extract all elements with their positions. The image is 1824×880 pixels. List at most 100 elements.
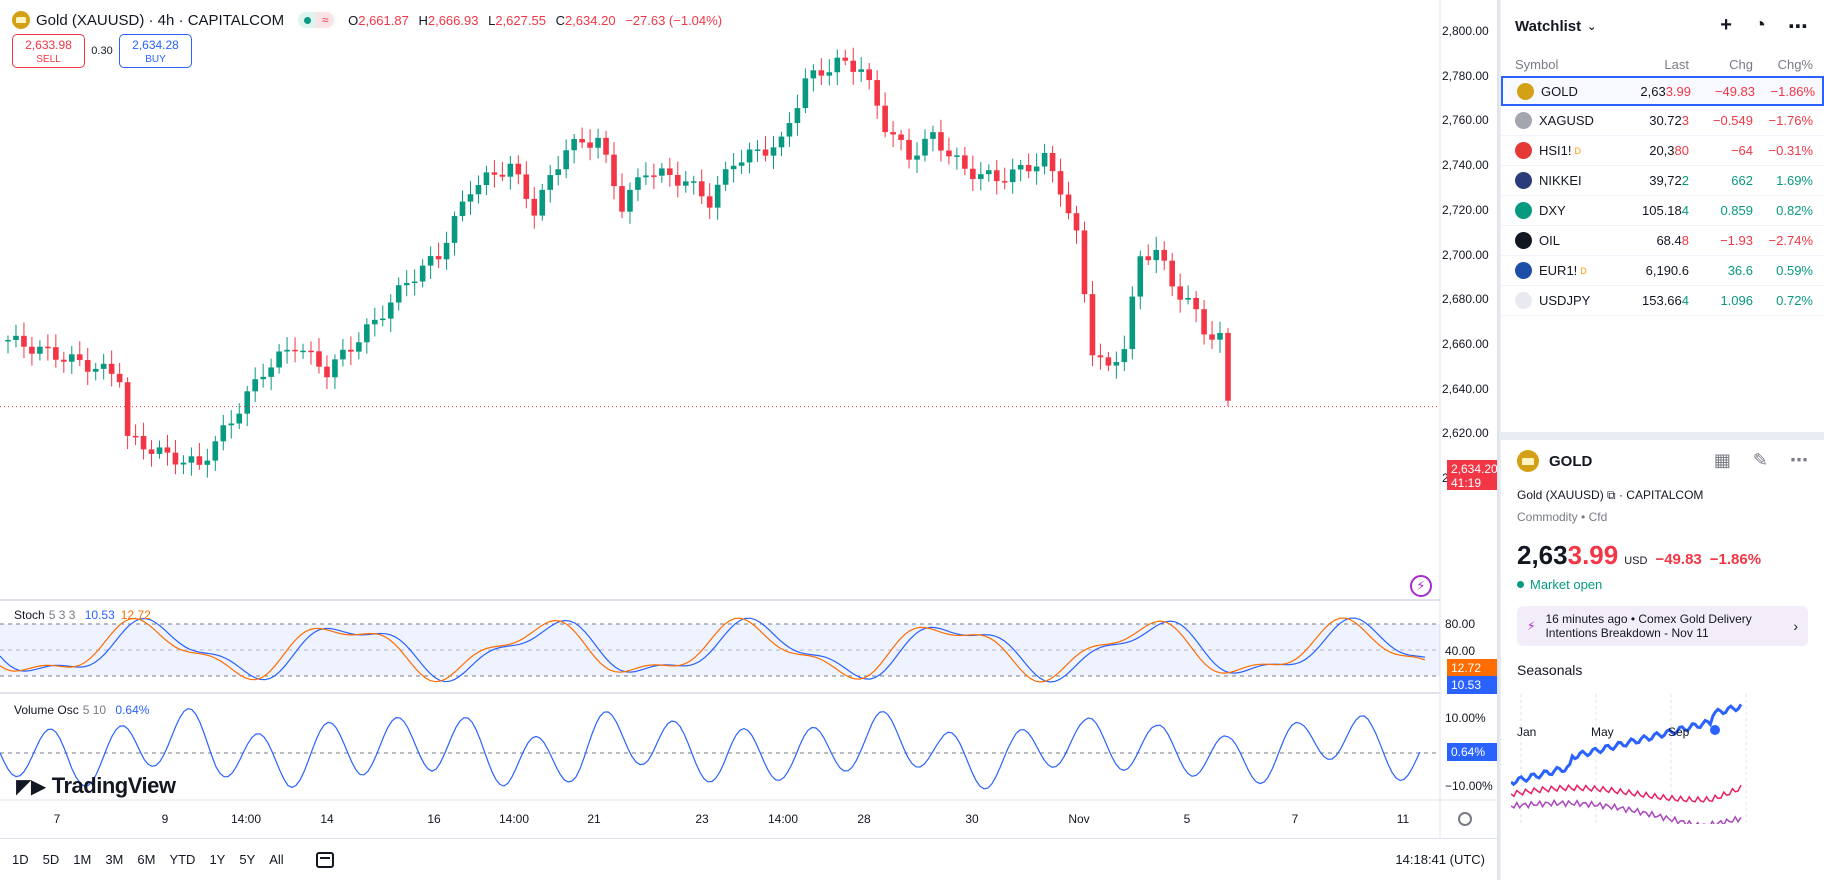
candle-body [746, 149, 753, 163]
clock[interactable]: 14:18:41 (UTC) [1395, 852, 1485, 867]
news-item[interactable]: ⚡ 16 minutes ago • Comex Gold Delivery I… [1517, 606, 1808, 646]
candle-body [985, 170, 992, 175]
gold-icon [1517, 450, 1539, 472]
candle-body [364, 324, 370, 343]
range-1y[interactable]: 1Y [209, 852, 226, 867]
advanced-view-icon[interactable]: ◔ [1753, 14, 1766, 36]
watchlist-row-gold[interactable]: GOLD 2,633.99 −49.83 −1.86% [1501, 76, 1824, 106]
symbol-title[interactable]: Gold (XAUUSD) · 4h · CAPITALCOM [36, 11, 285, 29]
candle-body [1129, 296, 1136, 350]
candle-body [324, 366, 330, 378]
watchlist-row-oil[interactable]: OIL 68.48 −1.93 −2.74% [1501, 226, 1824, 256]
candle-body [204, 460, 211, 465]
buy-button[interactable]: 2,634.28 BUY [119, 34, 192, 68]
candle-body [491, 172, 498, 175]
season-line-2024 [1511, 703, 1743, 787]
external-link-icon[interactable]: ⧉ [1607, 488, 1616, 502]
candle-body [53, 347, 59, 360]
more-icon[interactable]: ⋯ [1790, 450, 1808, 470]
candle-body [212, 441, 219, 461]
symbol-icon [1515, 172, 1532, 189]
watchlist-row-usdjpy[interactable]: USDJPY 153.664 1.096 0.72% [1501, 286, 1824, 316]
delay-icon[interactable]: ≈ [316, 12, 335, 28]
symbol-icon [1515, 202, 1532, 219]
seasonals-title[interactable]: Seasonals [1517, 662, 1583, 678]
col-chg[interactable]: Chg [1729, 56, 1753, 72]
watchlist-row-dxy[interactable]: DXY 105.184 0.859 0.82% [1501, 196, 1824, 226]
seasonals-chart[interactable] [1511, 694, 1811, 824]
right-panel: Watchlist ⌄ + ◔ ⋯ Symbol Last Chg Chg% G… [1501, 0, 1824, 880]
chart-canvas[interactable] [0, 0, 1497, 838]
candle-body [1001, 181, 1008, 183]
range-6m[interactable]: 6M [137, 852, 156, 867]
ohlc-values: O2,661.87 H2,666.93 L2,627.55 C2,634.20 … [348, 12, 723, 28]
details-symbol[interactable]: GOLD [1549, 452, 1593, 470]
symbol-icon [1515, 232, 1532, 249]
candle-body [1193, 297, 1199, 310]
candle-body [260, 376, 266, 380]
volume-osc-legend[interactable]: Volume Osc 5 10 0.64% [14, 703, 150, 717]
market-status[interactable]: Market open [1501, 577, 1824, 592]
edit-icon[interactable]: ✎ [1752, 450, 1768, 470]
candle-body [356, 342, 362, 352]
chevron-down-icon[interactable]: ⌄ [1587, 20, 1597, 33]
col-chgpct[interactable]: Chg% [1777, 56, 1813, 72]
range-3m[interactable]: 3M [105, 852, 124, 867]
range-all[interactable]: All [269, 852, 284, 867]
candle-body [1217, 332, 1223, 340]
time-axis-label: 14:00 [498, 812, 530, 826]
candle-body [850, 60, 857, 72]
time-axis-label: 30 [965, 812, 979, 826]
add-symbol-icon[interactable]: + [1720, 14, 1732, 36]
candle-body [76, 354, 83, 361]
watchlist-title[interactable]: Watchlist [1515, 17, 1582, 35]
candle-body [706, 196, 713, 208]
more-icon[interactable]: ⋯ [1788, 16, 1808, 38]
details-price: 2,63 3.99 USD −49.83 −1.86% [1517, 540, 1762, 570]
layout-icon[interactable]: ▦ [1713, 450, 1731, 470]
watchlist-row-eur1[interactable]: EUR1! D 6,190.6 36.6 0.59% [1501, 256, 1824, 286]
alert-bolt-icon[interactable]: ⚡ [1410, 575, 1432, 597]
price-axis-label: 2,680.00 [1442, 292, 1489, 307]
watchlist-row-hsi1[interactable]: HSI1! D 20,380 −64 −0.31% [1501, 136, 1824, 166]
col-last[interactable]: Last [1664, 56, 1689, 72]
range-5y[interactable]: 5Y [239, 852, 256, 867]
vol-osc-line [0, 707, 1421, 790]
candle-body [1049, 152, 1056, 172]
candle-body [276, 351, 282, 368]
chart-panel[interactable]: Gold (XAUUSD) · 4h · CAPITALCOM ≈ O2,661… [0, 0, 1499, 880]
range-1m[interactable]: 1M [73, 852, 92, 867]
candle-body [842, 57, 849, 61]
watchlist-row-nikkei[interactable]: NIKKEI 39,722 662 1.69% [1501, 166, 1824, 196]
candle-body [890, 132, 896, 135]
candle-body [316, 351, 322, 367]
candle-body [563, 150, 569, 170]
status-badges[interactable]: ≈ [298, 12, 335, 28]
gold-icon [12, 11, 30, 29]
tradingview-logo[interactable]: ◤▶ TradingView [16, 773, 176, 798]
spread-value: 0.30 [91, 45, 113, 57]
market-open-icon[interactable] [298, 12, 317, 28]
date-range-icon[interactable] [315, 851, 334, 868]
candle-body [882, 105, 888, 133]
range-1d[interactable]: 1D [12, 852, 29, 867]
symbol-details: GOLD ▦ ✎ ⋯ Gold (XAUUSD) ⧉ · CAPITALCOM … [1501, 440, 1824, 824]
candle-body [547, 175, 554, 190]
stoch-k-line [0, 617, 1426, 683]
panel-splitter[interactable] [1501, 432, 1824, 440]
time-axis-label: 7 [53, 812, 61, 826]
candle-body [587, 142, 593, 148]
candle-body [37, 346, 43, 354]
stoch-legend[interactable]: Stoch 5 3 3 10.53 12.72 [14, 608, 151, 622]
col-symbol[interactable]: Symbol [1515, 56, 1559, 72]
sell-button[interactable]: 2,633.98 SELL [12, 34, 85, 68]
range-5d[interactable]: 5D [42, 852, 60, 867]
time-axis-label: 28 [857, 812, 871, 826]
watchlist-row-xagusd[interactable]: XAGUSD 30.723 −0.549 −1.76% [1501, 106, 1824, 136]
candle-body [651, 175, 657, 177]
candle-body [244, 391, 251, 414]
scale-settings-icon[interactable] [1458, 812, 1472, 826]
range-ytd[interactable]: YTD [169, 852, 196, 867]
candle-body [332, 359, 338, 378]
